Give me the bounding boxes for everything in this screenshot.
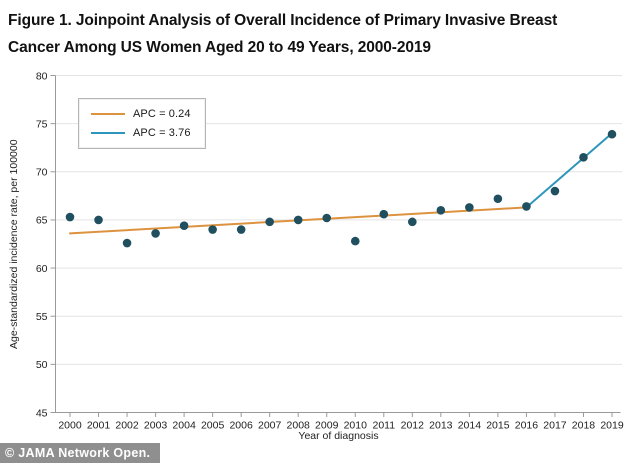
legend-label: APC = 0.24: [133, 108, 191, 120]
x-tick-label: 2006: [229, 420, 253, 432]
x-tick-label: 2001: [87, 420, 111, 432]
x-tick-label: 2012: [401, 420, 425, 432]
x-tick-label: 2019: [600, 420, 624, 432]
x-tick-label: 2010: [344, 420, 368, 432]
data-point: [94, 215, 103, 225]
data-point: [493, 194, 503, 204]
trend-line: [525, 132, 613, 209]
jama-network-open-footer: © JAMA Network Open.: [0, 443, 160, 463]
x-tick-label: 2016: [515, 420, 539, 432]
legend-item-apc-376: APC = 3.76: [91, 127, 191, 139]
x-tick-label: 2013: [429, 420, 453, 432]
legend-line-swatch-orange: [91, 113, 125, 115]
y-axis-title: Age-standardized incidence rate, per 100…: [8, 139, 20, 349]
x-tick-label: 2009: [315, 420, 339, 432]
data-point: [436, 206, 446, 215]
data-point: [322, 213, 332, 223]
data-point: [522, 202, 531, 211]
data-point: [465, 203, 474, 212]
data-point: [208, 225, 217, 234]
x-tick-label: 2000: [58, 420, 82, 432]
x-tick-label: 2003: [144, 420, 168, 432]
legend: APC = 0.24 APC = 3.76: [78, 98, 206, 149]
data-point: [579, 153, 588, 162]
y-tick-label: 70: [36, 167, 48, 179]
x-tick-label: 2008: [287, 420, 311, 432]
x-tick-label: 2011: [372, 420, 395, 432]
y-tick-label: 65: [36, 215, 48, 227]
data-point: [65, 212, 75, 222]
y-tick-label: 80: [36, 70, 48, 82]
x-tick-label: 2014: [458, 420, 482, 432]
data-point: [550, 186, 560, 196]
x-axis-title: Year of diagnosis: [298, 430, 379, 442]
x-tick-label: 2005: [201, 420, 225, 432]
data-point: [265, 217, 274, 227]
y-tick-label: 50: [36, 359, 48, 371]
data-point: [607, 129, 617, 139]
y-tick-label: 55: [36, 311, 48, 323]
y-tick-label: 45: [36, 407, 48, 419]
x-tick-label: 2007: [258, 420, 282, 432]
x-tick-label: 2002: [115, 420, 139, 432]
y-tick-label: 60: [36, 263, 48, 275]
x-tick-label: 2018: [572, 420, 596, 432]
legend-label: APC = 3.76: [133, 127, 191, 139]
x-tick-label: 2004: [172, 420, 196, 432]
data-point: [236, 225, 246, 234]
figure-title: Figure 1. Joinpoint Analysis of Overall …: [8, 12, 558, 56]
x-tick-label: 2017: [543, 420, 567, 432]
legend-line-swatch-blue: [91, 132, 125, 134]
data-point: [350, 236, 360, 246]
y-tick-label: 75: [36, 118, 48, 130]
data-point: [379, 209, 389, 219]
data-point: [293, 215, 303, 225]
data-point: [179, 221, 189, 231]
data-point: [408, 217, 417, 227]
data-point: [122, 238, 132, 248]
x-tick-label: 2015: [486, 420, 510, 432]
data-point: [151, 229, 160, 238]
legend-item-apc-024: APC = 0.24: [91, 108, 191, 120]
